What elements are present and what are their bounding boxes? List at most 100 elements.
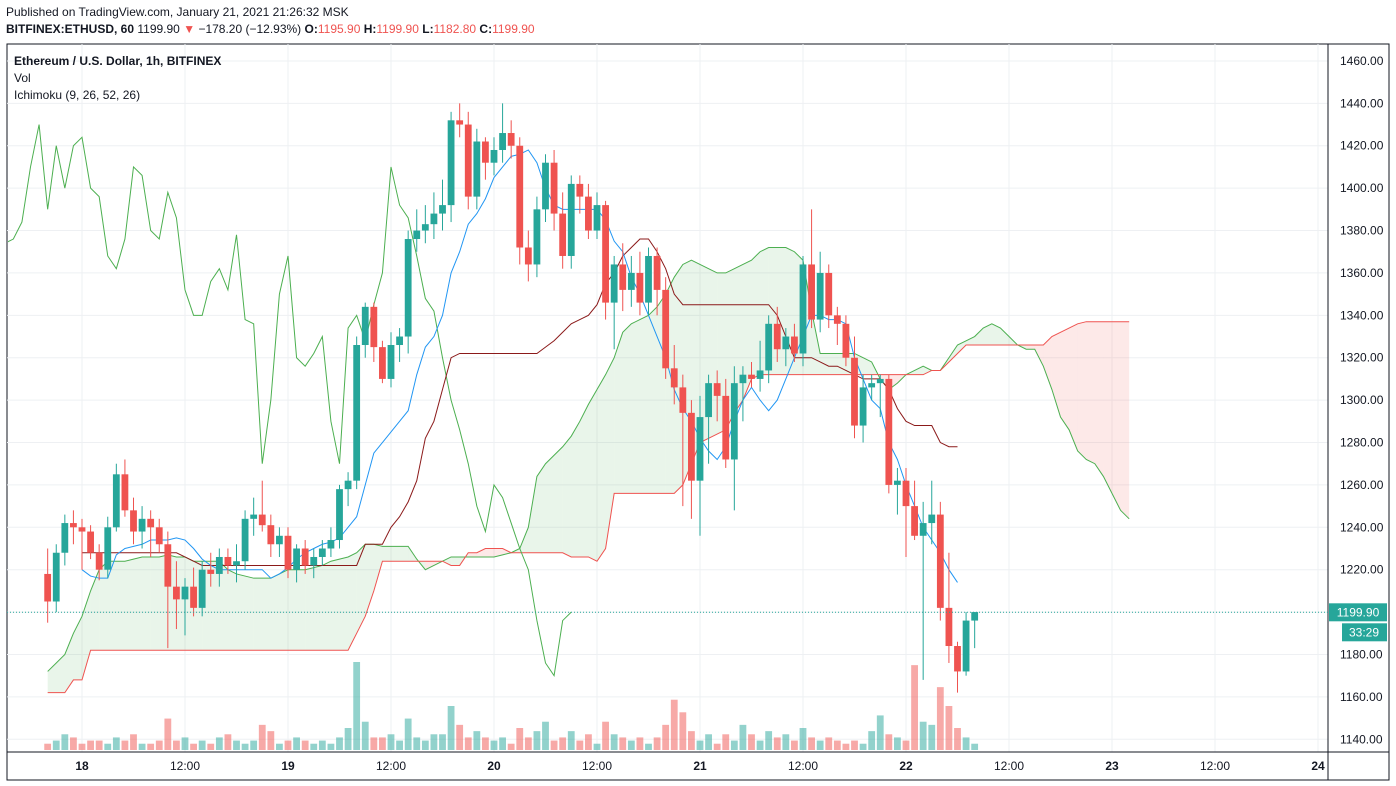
volume-bar bbox=[799, 728, 807, 750]
ichimoku-cloud-segment bbox=[536, 463, 546, 553]
volume-bar bbox=[464, 737, 472, 750]
volume-bar bbox=[696, 740, 704, 750]
volume-bar bbox=[396, 740, 403, 750]
ichimoku-cloud-segment bbox=[322, 561, 331, 651]
volume-indicator-label[interactable]: Vol bbox=[14, 71, 31, 85]
last-price: 1199.90 bbox=[137, 22, 180, 36]
volume-bar bbox=[353, 662, 361, 750]
candle-body bbox=[645, 255, 652, 303]
volume-bar bbox=[78, 743, 86, 750]
ichimoku-cloud-segment bbox=[674, 264, 683, 494]
volume-bar bbox=[653, 737, 661, 750]
volume-bar bbox=[430, 734, 438, 750]
candle-body bbox=[773, 323, 781, 350]
y-tick-label: 1360.00 bbox=[1340, 266, 1384, 280]
ichimoku-cloud-segment bbox=[305, 567, 314, 651]
y-tick-label: 1380.00 bbox=[1340, 224, 1384, 238]
candle-body bbox=[207, 569, 215, 574]
candle-body bbox=[379, 347, 386, 379]
volume-bar bbox=[593, 743, 601, 750]
volume-bar bbox=[585, 734, 592, 750]
ichimoku-cloud-segment bbox=[270, 573, 280, 651]
plot-area bbox=[8, 103, 1130, 750]
published-note: Published on TradingView.com, January 21… bbox=[6, 5, 349, 19]
volume-bar bbox=[456, 724, 464, 750]
leading-span-b-line bbox=[47, 321, 1130, 694]
ichimoku-cloud-segment bbox=[579, 404, 589, 557]
candle-body bbox=[524, 247, 532, 265]
y-tick-label: 1220.00 bbox=[1340, 563, 1384, 577]
ichimoku-cloud-segment bbox=[227, 569, 237, 651]
candle-body bbox=[533, 209, 541, 265]
ichimoku-cloud-segment bbox=[236, 573, 246, 651]
candle-body bbox=[121, 474, 129, 511]
volume-bar bbox=[421, 740, 429, 750]
volume-bar bbox=[911, 665, 918, 750]
candle-body bbox=[44, 573, 52, 602]
x-tick-label: 12:00 bbox=[170, 759, 200, 773]
candle-body bbox=[267, 525, 275, 545]
candle-body bbox=[353, 345, 361, 481]
ichimoku-cloud-segment bbox=[142, 556, 151, 651]
candle-body bbox=[636, 272, 644, 303]
volume-bar bbox=[688, 731, 695, 750]
candle-body bbox=[456, 120, 464, 125]
ichimoku-cloud-segment bbox=[133, 556, 143, 651]
candle-body bbox=[215, 556, 223, 574]
volume-bar bbox=[181, 737, 189, 750]
ichimoku-cloud-segment bbox=[923, 366, 932, 375]
x-tick-label: 12:00 bbox=[582, 759, 612, 773]
ichimoku-cloud-segment bbox=[545, 455, 555, 553]
volume-bar bbox=[610, 734, 618, 750]
candle-body bbox=[421, 224, 429, 231]
candle-body bbox=[87, 531, 94, 553]
volume-bar bbox=[773, 737, 781, 750]
ichimoku-cloud-segment bbox=[245, 576, 254, 651]
volume-bar bbox=[147, 743, 155, 750]
candle-body bbox=[782, 336, 790, 350]
ichimoku-cloud-segment bbox=[391, 546, 400, 562]
volume-bar bbox=[404, 718, 412, 750]
ichimoku-cloud-segment bbox=[1069, 323, 1078, 451]
candle-body bbox=[233, 561, 240, 566]
candle-body bbox=[430, 213, 438, 225]
volume-bar bbox=[387, 734, 395, 750]
ichimoku-cloud-segment bbox=[99, 561, 108, 651]
x-tick-label: 23 bbox=[1105, 759, 1119, 773]
volume-bar bbox=[138, 743, 146, 750]
open-value: 1195.90 bbox=[317, 22, 361, 36]
ichimoku-cloud-segment bbox=[185, 556, 194, 651]
y-tick-label: 1460.00 bbox=[1340, 54, 1384, 68]
ichimoku-cloud-segment bbox=[451, 556, 460, 566]
ichimoku-cloud-segment bbox=[442, 556, 452, 566]
ichimoku-indicator-label[interactable]: Ichimoku (9, 26, 52, 26) bbox=[14, 88, 141, 102]
candle-body bbox=[482, 141, 489, 163]
volume-bar bbox=[748, 734, 755, 750]
candle-body bbox=[336, 489, 343, 541]
candle-body bbox=[52, 552, 60, 602]
ichimoku-cloud-segment bbox=[1077, 321, 1087, 460]
volume-bar bbox=[499, 737, 506, 750]
x-tick-label: 12:00 bbox=[376, 759, 406, 773]
volume-bar bbox=[70, 737, 77, 750]
candle-body bbox=[962, 620, 970, 672]
volume-bar bbox=[730, 740, 738, 750]
volume-bar bbox=[336, 737, 343, 750]
volume-bar bbox=[902, 740, 910, 750]
candle-body bbox=[276, 535, 283, 545]
candle-body bbox=[627, 272, 635, 290]
volume-bar bbox=[919, 721, 927, 750]
candle-body bbox=[894, 480, 901, 485]
ichimoku-cloud-segment bbox=[571, 421, 580, 557]
volume-bar bbox=[318, 740, 326, 750]
candle-body bbox=[284, 535, 292, 570]
volume-bar bbox=[808, 737, 815, 750]
x-tick-label: 20 bbox=[487, 759, 501, 773]
volume-bar bbox=[567, 731, 575, 750]
candle-body bbox=[799, 264, 807, 354]
y-tick-label: 1340.00 bbox=[1340, 308, 1384, 322]
last-price-tag bbox=[1329, 603, 1387, 622]
ichimoku-cloud-segment bbox=[605, 357, 615, 549]
volume-bar bbox=[739, 724, 747, 750]
